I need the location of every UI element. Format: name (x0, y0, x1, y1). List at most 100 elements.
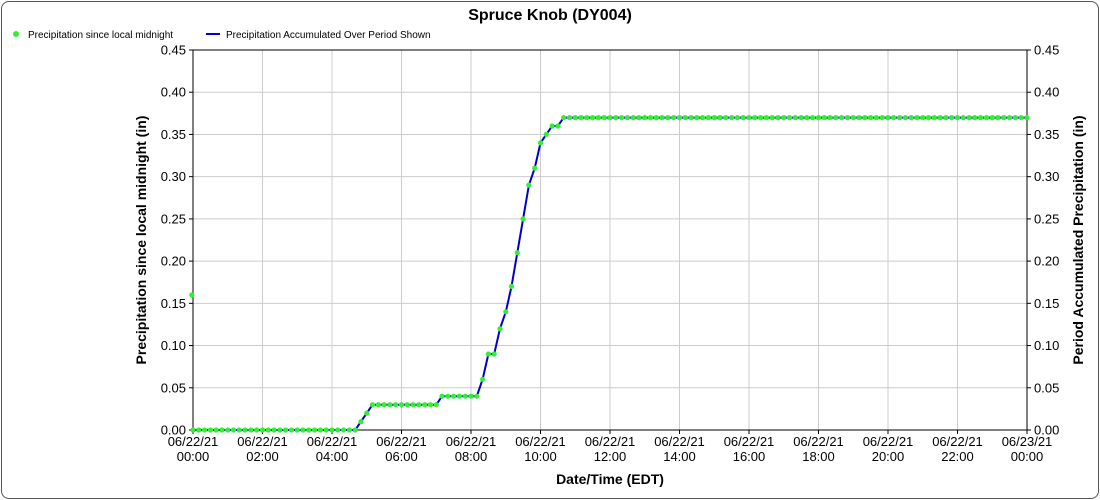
precip-point (653, 115, 659, 121)
precip-point (705, 115, 712, 121)
precip-point (584, 115, 590, 121)
precip-point (619, 115, 625, 121)
precip-point (885, 115, 891, 121)
precip-point (1012, 115, 1019, 121)
precip-point (219, 427, 225, 433)
precip-point (954, 115, 961, 121)
y-axis-right-title: Period Accumulated Precipitation (in) (1070, 115, 1086, 364)
precip-point (856, 115, 862, 121)
precip-point (248, 427, 254, 433)
precip-point (931, 115, 937, 121)
precip-point (566, 115, 573, 121)
y-tick-label-right: 0.30 (1034, 169, 1059, 184)
x-tick-label: 06/22/21 12:00 (585, 434, 636, 464)
precip-point (445, 393, 451, 399)
precip-point (908, 115, 914, 121)
precip-point (1007, 115, 1013, 121)
x-tick-label: 06/22/21 14:00 (654, 434, 705, 464)
x-tick-label: 06/22/21 22:00 (932, 434, 983, 464)
precip-point (329, 427, 335, 433)
precip-point (804, 115, 810, 121)
precip-point (810, 115, 816, 121)
y-tick-label-left: 0.25 (161, 211, 186, 226)
precip-point (485, 351, 491, 357)
precip-point (265, 427, 271, 433)
precip-point (271, 427, 277, 433)
precip-point (474, 393, 480, 399)
precip-point (230, 427, 237, 433)
precip-point (456, 393, 462, 399)
precip-point (769, 115, 775, 121)
precip-point (827, 115, 833, 121)
grid (192, 49, 1028, 431)
precip-point (758, 115, 764, 121)
precip-point (398, 402, 405, 408)
precip-point (543, 131, 549, 137)
precip-point (352, 427, 358, 433)
precip-point (497, 326, 503, 332)
y-tick-label-right: 0.05 (1034, 380, 1059, 395)
precip-point (659, 115, 665, 121)
precip-point (491, 351, 497, 357)
precip-point (850, 115, 856, 121)
precip-point (862, 115, 868, 121)
y-tick-label-left: 0.35 (161, 127, 186, 142)
precip-point (526, 182, 532, 188)
legend-label-line: Precipitation Accumulated Over Period Sh… (226, 30, 431, 41)
precip-point (433, 402, 439, 408)
y-tick-label-right: 0.40 (1034, 85, 1059, 100)
precip-point (555, 123, 561, 129)
precip-point (873, 115, 880, 121)
y-tick-label-left: 0.10 (161, 338, 186, 353)
precip-point (879, 115, 885, 121)
precip-point (815, 115, 822, 121)
y-tick-label-left: 0.15 (161, 296, 186, 311)
precip-point (740, 115, 746, 121)
precip-point (920, 115, 926, 121)
legend: Precipitation since local midnight Preci… (13, 30, 431, 41)
precip-point (422, 402, 428, 408)
precip-point (300, 427, 306, 433)
precip-point (508, 283, 515, 289)
y-tick-label-left: 0.00 (161, 423, 186, 438)
y-tick-label-left: 0.40 (161, 85, 186, 100)
y-axis-left-title: Precipitation since local midnight (in) (133, 116, 149, 365)
precip-point (190, 427, 196, 433)
x-tick-label: 06/23/21 00:00 (1002, 434, 1053, 464)
precip-point (833, 115, 839, 121)
legend-label-points: Precipitation since local midnight (28, 30, 173, 41)
precip-point (1001, 115, 1007, 121)
precip-point (647, 115, 654, 121)
precip-point (202, 427, 208, 433)
precip-point (902, 115, 909, 121)
x-tick-label: 06/22/21 10:00 (515, 434, 566, 464)
precip-point (427, 402, 434, 408)
precip-point (798, 115, 804, 121)
precip-point (717, 115, 723, 121)
precip-point (972, 115, 978, 121)
precip-point (341, 427, 347, 433)
x-tick-label: 06/22/21 20:00 (863, 434, 914, 464)
y-tick-label-right: 0.35 (1034, 127, 1059, 142)
precip-point (364, 410, 370, 416)
precip-point (868, 115, 874, 121)
precip-point (572, 115, 578, 121)
precip-point (613, 115, 619, 121)
precip-point (549, 123, 555, 129)
y-axis-right: 0.00 0.05 0.10 0.15 0.20 0.25 0.30 0.35 0.40 0.45 (1027, 43, 1059, 438)
precip-point (242, 427, 248, 433)
precip-point (978, 115, 984, 121)
x-axis: 06/22/21 00:00 06/22/21 02:00 06/22/21 04:00 0… (168, 430, 1053, 464)
precip-point (694, 115, 700, 121)
precip-point (891, 115, 897, 121)
precip-point (288, 427, 295, 433)
x-tick-label: 06/22/21 04:00 (307, 434, 358, 464)
precip-point (839, 115, 845, 121)
y-tick-label-right: 0.15 (1034, 296, 1059, 311)
precip-point (1018, 115, 1024, 121)
y-tick-label-right: 0.10 (1034, 338, 1059, 353)
precip-point (346, 427, 352, 433)
precip-point (317, 427, 323, 433)
precip-point (283, 427, 289, 433)
